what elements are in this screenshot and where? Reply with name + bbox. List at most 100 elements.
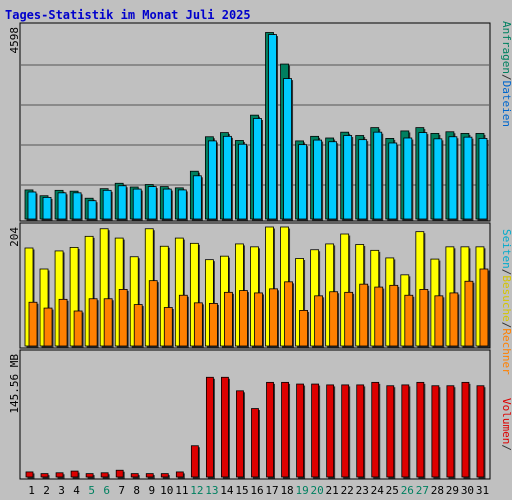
bar-dateien-day-27 (418, 132, 428, 220)
y-max-label-requests: 4598 (8, 27, 21, 54)
bar-dateien-day-26 (403, 137, 413, 220)
x-tick-day-4: 4 (73, 484, 80, 497)
bar-volumen-day-11 (175, 471, 184, 478)
x-tick-day-18: 18 (280, 484, 293, 497)
bar-volumen-day-26 (401, 384, 410, 478)
bar-dateien-day-3 (57, 192, 67, 220)
bar-rechner-day-29 (449, 292, 459, 347)
x-tick-day-21: 21 (326, 484, 339, 497)
bar-rechner-day-14 (224, 291, 233, 347)
bar-volumen-day-23 (356, 384, 365, 478)
bar-rechner-day-9 (148, 280, 158, 347)
bar-rechner-day-19 (299, 310, 308, 347)
bar-volumen-day-29 (446, 385, 455, 478)
x-tick-day-27: 27 (416, 484, 429, 497)
bar-volumen-day-1 (25, 471, 34, 478)
bar-volumen-day-2 (40, 473, 49, 478)
legend-sep-4: / (500, 444, 512, 451)
bar-dateien-day-8 (132, 188, 142, 220)
bar-dateien-day-24 (373, 131, 383, 220)
legend-bottom: Volumen/ (500, 398, 512, 451)
x-tick-day-23: 23 (356, 484, 369, 497)
x-tick-day-8: 8 (133, 484, 140, 497)
legend-volumen: Volumen (500, 398, 512, 444)
bar-dateien-day-12 (192, 175, 202, 220)
bar-rechner-day-11 (178, 294, 188, 347)
x-tick-day-9: 9 (148, 484, 155, 497)
x-tick-day-10: 10 (160, 484, 173, 497)
bar-dateien-day-17 (268, 34, 277, 220)
x-tick-day-26: 26 (401, 484, 414, 497)
bar-volumen-day-13 (205, 376, 214, 478)
bar-dateien-day-18 (283, 78, 292, 220)
bar-rechner-day-13 (208, 303, 218, 347)
bar-dateien-day-15 (238, 143, 247, 220)
bar-rechner-day-30 (464, 280, 474, 347)
bar-dateien-day-6 (102, 189, 112, 220)
bar-dateien-day-25 (388, 142, 398, 220)
bar-rechner-day-26 (404, 294, 414, 347)
bar-volumen-day-24 (371, 381, 380, 478)
bar-dateien-day-1 (27, 191, 37, 220)
bar-volumen-day-22 (341, 384, 350, 478)
bar-rechner-day-7 (118, 289, 128, 347)
bar-volumen-day-21 (326, 384, 335, 478)
bar-rechner-day-22 (344, 291, 354, 347)
bar-volumen-day-17 (266, 381, 274, 478)
legend-besuche: Besuche (500, 275, 512, 321)
x-tick-day-5: 5 (88, 484, 95, 497)
bar-rechner-day-4 (73, 310, 83, 347)
legend-seiten: Seiten (500, 229, 512, 269)
bar-rechner-day-25 (389, 284, 399, 347)
bar-rechner-day-15 (239, 290, 248, 347)
bar-rechner-day-16 (254, 292, 263, 347)
bar-dateien-day-23 (358, 139, 368, 220)
x-tick-day-3: 3 (58, 484, 65, 497)
bar-dateien-day-13 (207, 140, 217, 220)
bar-dateien-day-28 (433, 138, 443, 220)
bar-volumen-day-10 (160, 473, 169, 478)
x-tick-day-24: 24 (371, 484, 385, 497)
bar-dateien-day-4 (72, 192, 82, 220)
bar-volumen-day-9 (145, 473, 154, 478)
x-tick-day-1: 1 (28, 484, 35, 497)
bar-volumen-day-8 (130, 473, 139, 478)
legend-middle: Seiten/Besuche/Rechner (500, 229, 512, 375)
x-tick-day-22: 22 (341, 484, 354, 497)
x-tick-day-20: 20 (311, 484, 324, 497)
bar-rechner-day-21 (329, 291, 339, 347)
x-tick-day-25: 25 (386, 484, 399, 497)
x-tick-day-13: 13 (205, 484, 218, 497)
bar-rechner-day-1 (28, 301, 38, 347)
panel-frame-visits (19, 222, 491, 349)
bar-volumen-day-6 (100, 472, 109, 478)
x-tick-day-7: 7 (118, 484, 125, 497)
x-tick-day-15: 15 (235, 484, 248, 497)
x-tick-day-19: 19 (295, 484, 308, 497)
bar-dateien-day-7 (117, 185, 127, 220)
x-tick-day-30: 30 (461, 484, 474, 497)
bar-volumen-day-3 (55, 472, 64, 478)
bar-volumen-day-27 (416, 381, 425, 478)
bar-volumen-day-12 (190, 445, 199, 478)
bar-dateien-day-22 (343, 135, 353, 220)
bar-dateien-day-9 (147, 186, 157, 220)
bar-volumen-day-14 (221, 376, 229, 478)
bar-volumen-day-7 (115, 469, 124, 478)
bar-rechner-day-27 (419, 289, 429, 347)
x-tick-day-14: 14 (220, 484, 234, 497)
bar-dateien-day-30 (463, 136, 473, 220)
bar-rechner-day-5 (88, 298, 98, 347)
bar-volumen-day-5 (85, 473, 94, 478)
bar-rechner-day-28 (434, 295, 444, 347)
legend-sep-1: / (500, 74, 512, 81)
bar-rechner-day-23 (359, 283, 369, 347)
bar-rechner-day-18 (284, 281, 293, 347)
x-tick-day-12: 12 (190, 484, 203, 497)
bar-dateien-day-14 (223, 135, 232, 220)
bar-rechner-day-12 (193, 302, 203, 347)
bar-rechner-day-31 (479, 268, 489, 347)
bar-volumen-day-18 (281, 381, 289, 478)
